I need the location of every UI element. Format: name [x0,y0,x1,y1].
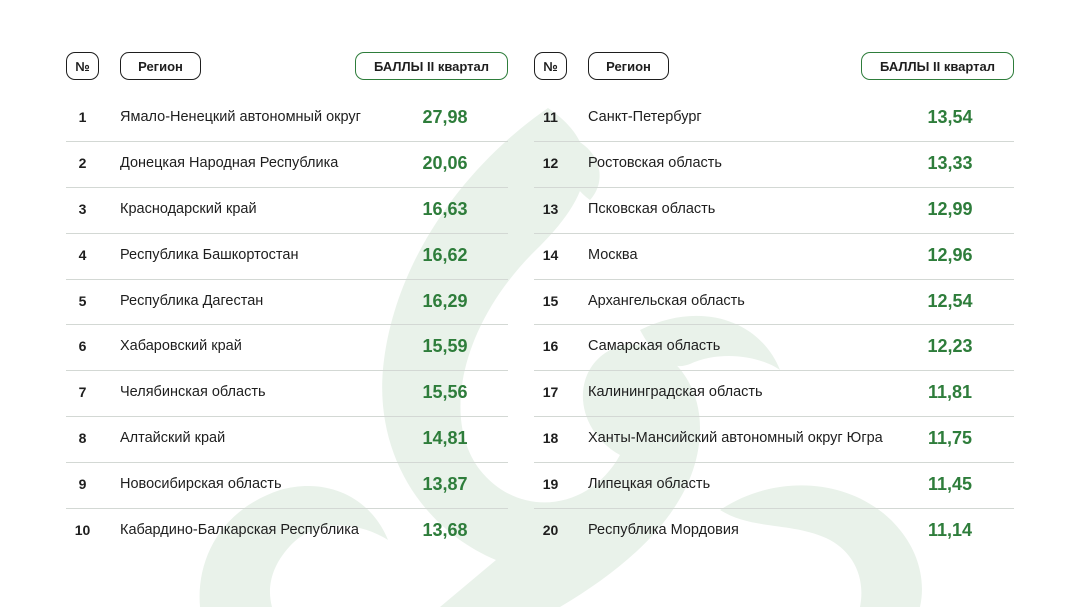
row-number: 8 [78,430,87,447]
row-region: Хабаровский край [120,338,242,355]
row-number: 1 [78,109,87,125]
row-score: 15,59 [422,336,468,357]
row-region: Санкт-Петербург [588,109,702,125]
table-row: 1 Ямало-Ненецкий автономный округ 27,98 [66,95,508,141]
row-score: 12,54 [927,290,973,311]
table-header: № Регион БАЛЛЫ II квартал [66,52,508,82]
row-number: 2 [78,154,87,171]
table-row: 14 Москва 12,96 [534,232,1014,279]
row-score: 13,33 [927,152,973,173]
row-number: 9 [78,476,87,493]
row-score: 16,62 [422,244,468,265]
row-region: Архангельская область [588,292,745,309]
row-score: 11,45 [927,474,973,495]
header-number: № [534,52,567,80]
table-row: 11 Санкт-Петербург 13,54 [534,95,1014,141]
table-row: 2 Донецкая Народная Республика 20,06 [66,140,508,187]
ranking-table-left: № Регион БАЛЛЫ II квартал 1 Ямало-Ненецк… [66,52,508,540]
table-row: 5 Республика Дагестан 16,29 [66,278,508,325]
row-score: 12,23 [927,336,973,357]
row-region: Калининградская область [588,384,763,401]
table-row: 3 Краснодарский край 16,63 [66,186,508,233]
row-region: Республика Мордовия [588,522,739,539]
row-number: 14 [542,246,559,263]
table-row: 13 Псковская область 12,99 [534,186,1014,233]
row-region: Новосибирская область [120,476,282,493]
row-score: 11,14 [927,520,973,541]
row-region: Псковская область [588,200,716,217]
row-number: 6 [78,338,87,355]
row-number: 19 [542,476,559,493]
row-score: 12,99 [927,198,973,219]
row-region: Москва [588,246,638,263]
row-score: 20,06 [422,152,468,173]
row-score: 14,81 [422,428,468,449]
row-number: 15 [542,292,559,309]
row-number: 10 [74,522,91,539]
header-region: Регион [588,52,669,80]
header-score: БАЛЛЫ II квартал [861,52,1014,80]
row-region: Ростовская область [588,154,722,171]
row-score: 15,56 [422,382,468,403]
row-region: Ямало-Ненецкий автономный округ [120,109,361,125]
row-region: Челябинская область [120,384,266,401]
table-row: 19 Липецкая область 11,45 [534,462,1014,508]
header-number: № [66,52,99,80]
row-number: 4 [78,246,87,263]
table-row: 15 Архангельская область 12,54 [534,278,1014,325]
table-row: 4 Республика Башкортостан 16,62 [66,232,508,279]
row-score: 13,54 [927,107,973,127]
table-header: № Регион БАЛЛЫ II квартал [534,52,1014,82]
table-body: 11 Санкт-Петербург 13,54 12 Ростовская о… [534,95,1014,554]
row-region: Республика Дагестан [120,292,264,309]
row-region: Липецкая область [588,476,711,493]
table-row: 12 Ростовская область 13,33 [534,140,1014,187]
header-score: БАЛЛЫ II квартал [355,52,508,80]
row-number: 13 [542,200,559,217]
row-score: 11,75 [927,428,973,449]
table-row: 9 Новосибирская область 13,87 [66,462,508,508]
header-region: Регион [120,52,201,80]
row-region: Кабардино-Балкарская Республика [120,522,359,539]
row-number: 16 [542,338,559,355]
row-number: 11 [543,109,558,125]
row-region: Донецкая Народная Республика [120,154,339,171]
row-score: 16,29 [422,290,468,311]
row-number: 17 [542,384,559,401]
row-score: 13,68 [422,520,468,541]
row-region: Ханты-Мансийский автономный округ Югра [588,430,883,447]
table-row: 16 Самарская область 12,23 [534,324,1014,370]
row-score: 13,87 [422,474,468,495]
row-number: 3 [78,200,87,217]
row-number: 5 [78,292,87,309]
table-body: 1 Ямало-Ненецкий автономный округ 27,98 … [66,95,508,554]
table-row: 8 Алтайский край 14,81 [66,416,508,462]
table-row: 18 Ханты-Мансийский автономный округ Югр… [534,416,1014,462]
table-row: 6 Хабаровский край 15,59 [66,324,508,370]
table-row: 7 Челябинская область 15,56 [66,370,508,416]
row-score: 27,98 [422,107,468,127]
row-score: 12,96 [927,244,973,265]
row-number: 18 [542,430,559,447]
row-number: 7 [78,384,87,401]
ranking-table-right: № Регион БАЛЛЫ II квартал 11 Санкт-Петер… [534,52,1014,540]
table-row: 10 Кабардино-Балкарская Республика 13,68 [66,508,508,554]
row-score: 16,63 [422,198,468,219]
row-region: Республика Башкортостан [120,246,299,263]
row-region: Алтайский край [120,430,226,447]
table-row: 17 Калининградская область 11,81 [534,370,1014,416]
row-number: 12 [542,154,559,171]
row-region: Краснодарский край [120,200,257,217]
row-number: 20 [542,522,559,539]
table-row: 20 Республика Мордовия 11,14 [534,508,1014,554]
row-score: 11,81 [927,382,973,403]
row-region: Самарская область [588,338,721,355]
